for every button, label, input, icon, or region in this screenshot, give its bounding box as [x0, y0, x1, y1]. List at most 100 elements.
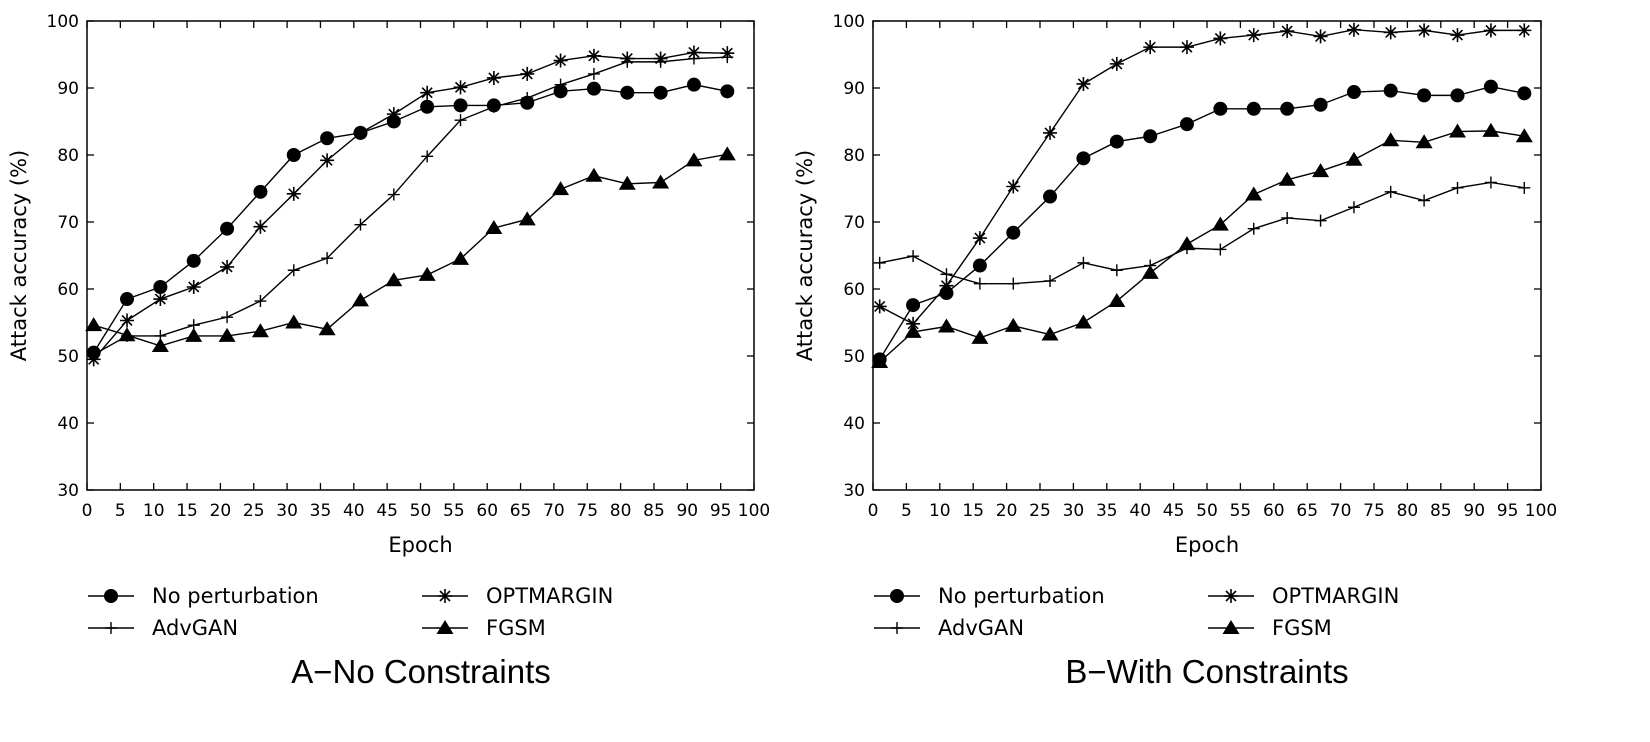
data-point — [1007, 277, 1020, 290]
legend-entry: No perturbation — [874, 584, 1105, 608]
data-point — [1043, 189, 1058, 204]
x-tick-label: 60 — [1263, 501, 1285, 521]
data-point — [485, 220, 503, 235]
x-tick-label: 45 — [1163, 501, 1185, 521]
x-tick-label: 70 — [543, 501, 565, 521]
x-tick-label: 35 — [1096, 501, 1118, 521]
data-point — [718, 146, 736, 161]
data-point — [420, 99, 435, 114]
data-point — [220, 259, 235, 274]
data-point — [1345, 151, 1363, 166]
data-point — [1383, 25, 1398, 40]
legend-entry: OPTMARGIN — [422, 584, 613, 608]
data-point — [904, 323, 922, 338]
data-point — [720, 84, 735, 99]
series-advgan — [87, 51, 734, 361]
data-point — [586, 48, 601, 63]
data-point — [218, 327, 236, 342]
legend-label: OPTMARGIN — [1272, 584, 1399, 608]
x-tick-label: 10 — [929, 501, 951, 521]
x-tick-label: 0 — [868, 501, 879, 521]
data-point — [1004, 317, 1022, 332]
series-line — [879, 130, 1525, 363]
x-tick-label: 35 — [310, 501, 332, 521]
x-tick-label: 25 — [243, 501, 265, 521]
series-line — [93, 83, 728, 354]
data-point — [318, 321, 336, 336]
x-tick-label: 55 — [443, 501, 465, 521]
y-tick-label: 90 — [57, 79, 79, 99]
legend-entry: AdvGAN — [874, 616, 1024, 640]
data-point — [418, 266, 436, 281]
data-point — [906, 298, 921, 313]
y-tick-label: 40 — [843, 414, 865, 434]
data-point — [652, 174, 670, 189]
data-point — [871, 354, 889, 369]
x-tick-label: 85 — [1430, 501, 1452, 521]
data-point — [1246, 101, 1261, 116]
y-tick-label: 80 — [57, 146, 79, 166]
data-point — [1143, 129, 1158, 144]
series-fgsm — [871, 122, 1533, 369]
legend-entry: OPTMARGIN — [1208, 584, 1399, 608]
data-point — [553, 84, 568, 99]
legend-label: FGSM — [486, 616, 546, 640]
legend-marker — [105, 622, 117, 634]
x-tick-label: 50 — [410, 501, 432, 521]
x-tick-label: 75 — [576, 501, 598, 521]
data-point — [385, 272, 403, 287]
legend-label: AdvGAN — [152, 616, 238, 640]
y-tick-label: 70 — [843, 213, 865, 233]
data-point — [286, 186, 301, 201]
data-point — [186, 279, 201, 294]
x-tick-label: 30 — [1063, 501, 1085, 521]
data-point — [907, 250, 920, 263]
data-point — [721, 51, 734, 64]
x-tick-label: 85 — [643, 501, 665, 521]
data-point — [254, 295, 267, 308]
data-point — [1110, 264, 1123, 277]
data-point — [386, 107, 401, 122]
data-point — [1517, 23, 1532, 38]
x-tick-label: 70 — [1330, 501, 1352, 521]
data-point — [1346, 22, 1361, 37]
y-tick-label: 50 — [843, 347, 865, 367]
data-point — [420, 85, 435, 100]
series-advgan — [873, 176, 1531, 290]
series-line — [879, 29, 1525, 325]
data-point — [1043, 125, 1058, 140]
x-tick-label: 25 — [1029, 501, 1051, 521]
x-tick-label: 50 — [1196, 501, 1218, 521]
x-tick-label: 5 — [901, 501, 912, 521]
data-point — [453, 98, 468, 113]
x-tick-label: 90 — [676, 501, 698, 521]
data-point — [873, 256, 886, 269]
data-point — [120, 292, 135, 307]
data-point — [1074, 314, 1092, 329]
x-tick-label: 40 — [343, 501, 365, 521]
data-point — [87, 348, 100, 361]
y-tick-label: 80 — [843, 146, 865, 166]
data-point — [454, 114, 467, 127]
data-point — [1347, 201, 1360, 214]
legend-entry: FGSM — [422, 616, 546, 640]
data-point — [552, 181, 570, 196]
data-point — [320, 153, 335, 168]
data-point — [1211, 216, 1229, 231]
legend-marker — [1222, 620, 1240, 634]
data-point — [1143, 40, 1158, 55]
x-tick-label: 20 — [996, 501, 1018, 521]
data-point — [520, 66, 535, 81]
data-point — [1076, 151, 1091, 166]
series-optmargin — [872, 22, 1532, 331]
data-point — [906, 316, 921, 331]
legend-label: FGSM — [1272, 616, 1332, 640]
data-point — [1109, 56, 1124, 71]
data-point — [1346, 85, 1361, 100]
data-point — [1006, 179, 1021, 194]
y-tick-label: 100 — [47, 12, 79, 32]
data-point — [1384, 185, 1397, 198]
x-tick-label: 55 — [1230, 501, 1252, 521]
data-point — [1280, 24, 1295, 39]
data-point — [1281, 211, 1294, 224]
